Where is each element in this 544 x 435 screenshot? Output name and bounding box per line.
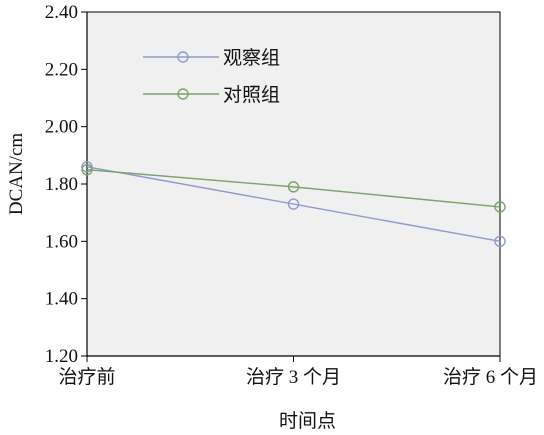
y-tick-label: 2.00 xyxy=(45,117,78,138)
x-axis: 治疗前 治疗 3 个月 治疗 6 个月 xyxy=(58,355,538,388)
x-tick-label: 治疗 6 个月 xyxy=(443,366,538,388)
y-tick-label: 2.40 xyxy=(45,2,78,23)
series-line-1 xyxy=(86,166,501,243)
legend-marker xyxy=(177,51,189,63)
legend-label: 观察组 xyxy=(223,47,280,69)
data-point xyxy=(494,201,506,213)
data-point xyxy=(287,198,300,210)
data-point xyxy=(287,181,300,193)
data-point xyxy=(81,161,93,173)
data-point xyxy=(494,235,506,248)
series-line-2 xyxy=(86,168,501,208)
y-tick-label: 1.60 xyxy=(45,231,78,252)
y-tick-label: 1.40 xyxy=(45,289,78,310)
legend-marker xyxy=(177,88,189,100)
x-tick-label: 治疗 3 个月 xyxy=(246,366,341,388)
plot-area xyxy=(86,11,501,357)
legend-label: 对照组 xyxy=(223,84,280,106)
y-tick-label: 2.20 xyxy=(45,59,78,80)
x-axis-title: 时间点 xyxy=(279,410,336,432)
series-layer xyxy=(81,161,506,248)
y-tick-label: 1.80 xyxy=(45,174,78,195)
y-axis: 1.20 1.40 1.60 1.80 2.00 2.20 2.40 xyxy=(45,2,88,367)
y-axis-title: DCAN/cm xyxy=(6,133,27,216)
x-tick-label: 治疗前 xyxy=(58,366,115,388)
y-tick-label: 1.20 xyxy=(45,346,78,367)
data-point xyxy=(81,163,93,176)
